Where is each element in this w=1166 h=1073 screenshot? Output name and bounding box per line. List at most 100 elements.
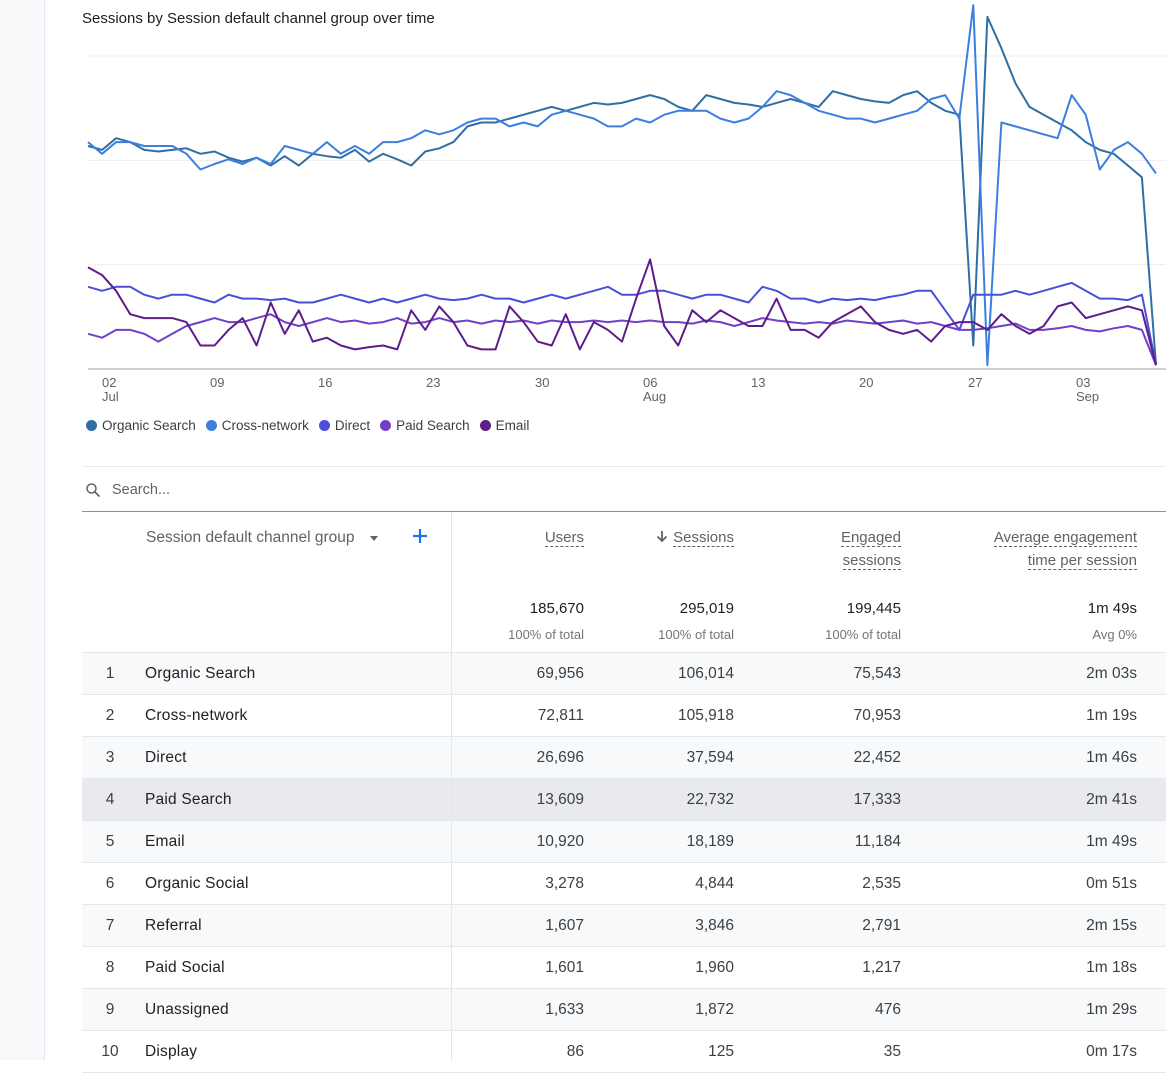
legend-label: Email — [495, 418, 530, 433]
table-row[interactable]: 10 Display 86 125 35 0m 17s — [82, 1031, 1166, 1073]
legend-item[interactable]: Organic Search — [86, 418, 196, 433]
cell-avg-engagement: 2m 41s — [1086, 791, 1137, 808]
x-tick-label: 16 — [318, 375, 332, 390]
cell-sessions: 1,872 — [695, 1001, 734, 1018]
col-header-avg-engagement[interactable]: Average engagement time per session — [993, 526, 1137, 572]
cell-avg-engagement: 1m 49s — [1086, 833, 1137, 850]
total-users-sub: 100% of total — [508, 627, 584, 642]
search-input[interactable] — [110, 477, 714, 503]
legend-label: Direct — [334, 418, 371, 433]
row-index: 10 — [101, 1043, 119, 1060]
col-header-sessions-label: Sessions — [673, 529, 734, 547]
table-row[interactable]: 4 Paid Search 13,609 22,732 17,333 2m 41s — [82, 779, 1166, 821]
col-header-engaged-sessions[interactable]: Engaged sessions — [840, 526, 901, 572]
caret-down-icon[interactable] — [369, 533, 379, 543]
row-channel-name: Direct — [145, 749, 187, 766]
x-tick-label: 13 — [751, 375, 765, 390]
row-channel-name: Paid Search — [145, 791, 232, 808]
row-index: 5 — [105, 833, 115, 850]
cell-avg-engagement: 1m 46s — [1086, 749, 1137, 766]
cell-engaged-sessions: 17,333 — [853, 791, 901, 808]
cell-sessions: 3,846 — [695, 917, 734, 934]
table-row[interactable]: 9 Unassigned 1,633 1,872 476 1m 29s — [82, 989, 1166, 1031]
x-tick-label: 02 — [102, 375, 116, 390]
dimension-header[interactable]: Session default channel group — [146, 529, 379, 547]
row-index: 8 — [105, 959, 115, 976]
cell-avg-engagement: 1m 29s — [1086, 1001, 1137, 1018]
table-row[interactable]: 2 Cross-network 72,811 105,918 70,953 1m 19s — [82, 695, 1166, 737]
table-row[interactable]: 8 Paid Social 1,601 1,960 1,217 1m 18s — [82, 947, 1166, 989]
cell-engaged-sessions: 35 — [883, 1043, 901, 1060]
cell-users: 72,811 — [537, 707, 584, 724]
col-header-users-label: Users — [544, 529, 584, 547]
row-channel-name: Organic Social — [145, 875, 249, 892]
legend-dot-icon — [479, 420, 491, 431]
total-sessions-sub: 100% of total — [658, 627, 734, 642]
chart-title: Sessions by Session default channel grou… — [82, 10, 435, 27]
col-header-engaged-line1: Engaged — [840, 529, 901, 547]
table-search — [82, 466, 1166, 512]
series-line-organic-search — [87, 15, 1157, 366]
row-index: 6 — [105, 875, 115, 892]
add-dimension-icon[interactable] — [410, 526, 430, 546]
total-users: 185,670 — [529, 600, 584, 617]
legend-label: Paid Search — [396, 418, 470, 433]
col-header-sessions[interactable]: Sessions — [656, 526, 734, 549]
row-index: 9 — [105, 1001, 115, 1018]
table-row[interactable]: 5 Email 10,920 18,189 11,184 1m 49s — [82, 821, 1166, 863]
legend-dot-icon — [318, 420, 330, 431]
col-header-avg-line2: time per session — [1027, 552, 1137, 570]
cell-engaged-sessions: 476 — [875, 1001, 901, 1018]
cell-avg-engagement: 1m 19s — [1086, 707, 1137, 724]
chart-legend: Organic Search Cross-network Direct Paid Se… — [86, 418, 529, 433]
cell-sessions: 18,189 — [686, 833, 734, 850]
cell-engaged-sessions: 22,452 — [853, 749, 901, 766]
cell-sessions: 1,960 — [695, 959, 734, 976]
row-channel-name: Unassigned — [145, 1001, 229, 1018]
cell-engaged-sessions: 2,791 — [862, 917, 901, 934]
left-nav-rail — [0, 0, 45, 1060]
cell-engaged-sessions: 70,953 — [853, 707, 901, 724]
legend-item[interactable]: Direct — [318, 418, 371, 433]
cell-engaged-sessions: 75,543 — [853, 665, 901, 682]
cell-sessions: 37,594 — [686, 749, 734, 766]
table-row[interactable]: 1 Organic Search 69,956 106,014 75,543 2m 03s — [82, 653, 1166, 695]
row-index: 7 — [105, 917, 115, 934]
cell-users: 86 — [566, 1043, 584, 1060]
legend-dot-icon — [380, 420, 392, 431]
dimension-header-label: Session default channel group — [146, 529, 355, 546]
x-tick-month-label: Sep — [1076, 389, 1099, 404]
cell-users: 10,920 — [536, 833, 584, 850]
x-tick-label: 03 — [1076, 375, 1090, 390]
total-sessions: 295,019 — [679, 600, 734, 617]
row-channel-name: Paid Social — [145, 959, 225, 976]
cell-sessions: 4,844 — [695, 875, 734, 892]
search-icon — [86, 483, 100, 497]
cell-avg-engagement: 2m 15s — [1086, 917, 1137, 934]
legend-item[interactable]: Email — [479, 418, 530, 433]
cell-avg-engagement: 0m 17s — [1086, 1043, 1137, 1060]
cell-sessions: 105,918 — [677, 707, 734, 724]
x-tick-label: 06 — [643, 375, 657, 390]
x-tick-label: 27 — [968, 375, 982, 390]
col-header-avg-line1: Average engagement — [993, 529, 1137, 547]
legend-item[interactable]: Paid Search — [380, 418, 470, 433]
total-engaged-sub: 100% of total — [825, 627, 901, 642]
cell-avg-engagement: 1m 18s — [1086, 959, 1137, 976]
row-channel-name: Referral — [145, 917, 202, 934]
col-header-users[interactable]: Users — [544, 526, 584, 549]
table-row[interactable]: 3 Direct 26,696 37,594 22,452 1m 46s — [82, 737, 1166, 779]
cell-sessions: 125 — [708, 1043, 734, 1060]
total-engaged-sessions: 199,445 — [846, 600, 901, 617]
x-tick-month-label: Jul — [102, 389, 119, 404]
row-channel-name: Email — [145, 833, 185, 850]
cell-users: 1,601 — [545, 959, 584, 976]
legend-item[interactable]: Cross-network — [205, 418, 309, 433]
table-body: 1 Organic Search 69,956 106,014 75,543 2m 03s… — [82, 653, 1166, 1073]
table-row[interactable]: 6 Organic Social 3,278 4,844 2,535 0m 51s — [82, 863, 1166, 905]
legend-dot-icon — [86, 420, 97, 431]
cell-avg-engagement: 2m 03s — [1086, 665, 1137, 682]
table-row[interactable]: 7 Referral 1,607 3,846 2,791 2m 15s — [82, 905, 1166, 947]
cell-avg-engagement: 0m 51s — [1086, 875, 1137, 892]
